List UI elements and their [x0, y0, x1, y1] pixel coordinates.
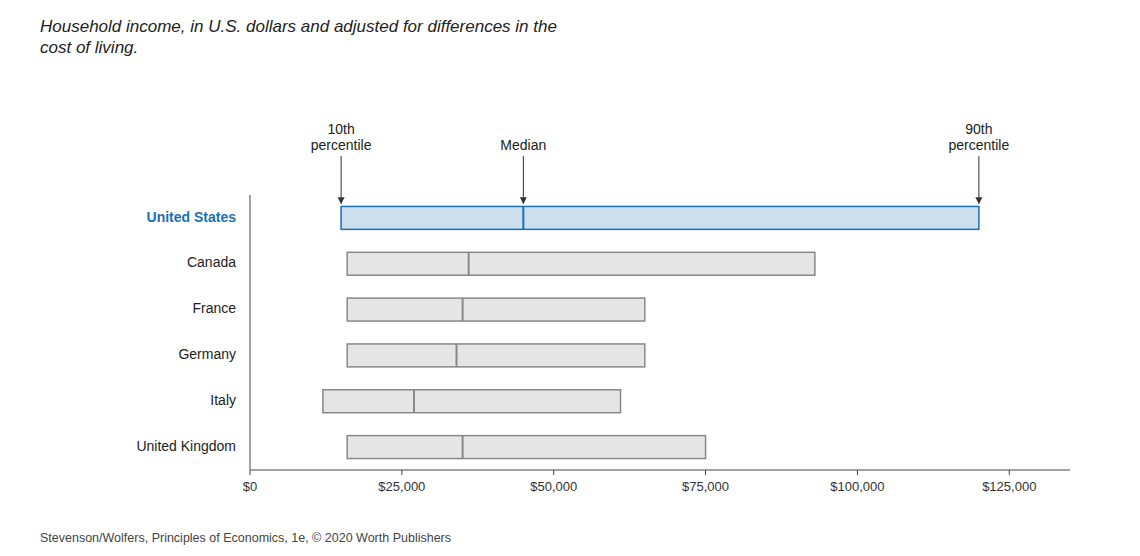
category-label: Italy	[210, 392, 236, 408]
x-tick-label: $125,000	[982, 479, 1036, 494]
marks	[323, 206, 979, 458]
x-tick	[401, 470, 402, 475]
title-line: cost of living.	[40, 38, 138, 57]
x-tick-label: $25,000	[378, 479, 425, 494]
caption: Stevenson/Wolfers, Principles of Economi…	[40, 531, 451, 545]
category-label: United States	[147, 209, 237, 225]
annotation-arrow	[523, 156, 524, 203]
range-bar	[341, 206, 979, 229]
range-bar	[323, 390, 621, 413]
median-line	[462, 298, 464, 321]
x-tick	[705, 470, 706, 475]
x-tick-label: $50,000	[530, 479, 577, 494]
annotation-line: Median	[500, 137, 546, 153]
category-label: France	[192, 300, 236, 316]
x-axis-line	[250, 470, 1070, 471]
range-bar	[347, 344, 645, 367]
range-bar	[347, 436, 705, 459]
range-bar	[347, 298, 645, 321]
category-label: Canada	[187, 254, 236, 270]
annotation-line: 10th	[327, 121, 354, 137]
annotation-line: 90th	[965, 121, 992, 137]
x-tick	[1009, 470, 1010, 475]
annotation-arrow	[341, 156, 342, 203]
chart: Household income, in U.S. dollars and ad…	[0, 0, 1140, 556]
annotation: 10thpercentile	[311, 121, 372, 153]
annotation: Median	[500, 137, 546, 153]
annotation-arrow	[978, 156, 979, 203]
title: Household income, in U.S. dollars and ad…	[40, 17, 557, 57]
range-bar	[347, 252, 815, 275]
category-label: Germany	[178, 346, 236, 362]
median-line	[413, 390, 415, 413]
category-label: United Kingdom	[136, 438, 236, 454]
x-tick-label: $75,000	[682, 479, 729, 494]
x-tick	[857, 470, 858, 475]
axes: $0 $25,000 $50,000 $75,000 $100,000 $125,000	[243, 195, 1070, 494]
annotation-line: percentile	[949, 137, 1010, 153]
median-line	[468, 252, 470, 275]
x-tick	[250, 470, 251, 475]
annotation: 90thpercentile	[949, 121, 1010, 153]
x-tick	[553, 470, 554, 475]
x-tick-label: $0	[243, 479, 257, 494]
median-line	[522, 206, 524, 229]
annotation-line: percentile	[311, 137, 372, 153]
zero-line	[250, 195, 251, 470]
x-tick-label: $100,000	[830, 479, 884, 494]
median-line	[456, 344, 458, 367]
title-line: Household income, in U.S. dollars and ad…	[40, 17, 557, 36]
median-line	[462, 436, 464, 459]
annotations: 10thpercentileMedian90thpercentile	[311, 121, 1010, 203]
